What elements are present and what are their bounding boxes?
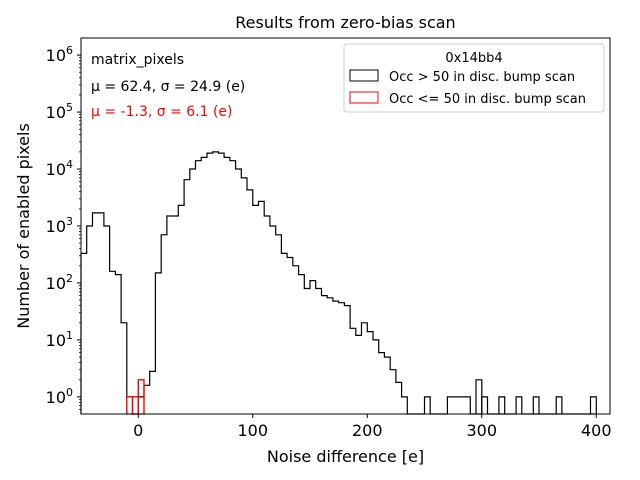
legend-title: 0x14bb4: [445, 51, 502, 66]
y-tick-label: 103: [46, 215, 73, 236]
x-axis: 0 100 200 300 400: [133, 414, 612, 440]
x-tick-label: 400: [581, 421, 612, 440]
annotation-stats-red: μ = -1.3, σ = 6.1 (e): [91, 104, 233, 120]
legend: 0x14bb4 Occ > 50 in disc. bump scan Occ …: [343, 43, 605, 113]
histogram-bar: [498, 396, 506, 414]
legend-label-red: Occ <= 50 in disc. bump scan: [389, 92, 586, 107]
x-tick-label: 0: [133, 421, 143, 440]
histogram-bar: [475, 379, 483, 414]
legend-swatch-red: [349, 91, 379, 104]
y-tick-label: 101: [46, 329, 73, 350]
y-axis: 100 101 102 103 104 105 106: [46, 44, 81, 410]
y-tick-label: 104: [46, 158, 73, 179]
y-tick-label: 100: [46, 386, 73, 407]
legend-swatch-black: [349, 69, 379, 82]
annotation-stats-black: μ = 62.4, σ = 24.9 (e): [91, 79, 245, 95]
histogram-bar: [589, 396, 597, 414]
y-tick-label: 105: [46, 101, 73, 122]
y-tick-label: 106: [46, 44, 73, 65]
chart-title: Results from zero-bias scan: [235, 13, 455, 32]
histogram-bar: [555, 396, 563, 414]
legend-label-black: Occ > 50 in disc. bump scan: [389, 70, 575, 85]
legend-frame: [343, 43, 605, 113]
annotation-matrix-pixels: matrix_pixels: [91, 52, 184, 68]
x-tick-label: 100: [237, 421, 268, 440]
x-tick-label: 300: [466, 421, 497, 440]
x-axis-label: Noise difference [e]: [267, 447, 424, 466]
histogram-bar: [532, 396, 540, 414]
y-axis-label: Number of enabled pixels: [14, 123, 33, 329]
y-tick-label: 102: [46, 272, 73, 293]
x-tick-label: 200: [352, 421, 383, 440]
